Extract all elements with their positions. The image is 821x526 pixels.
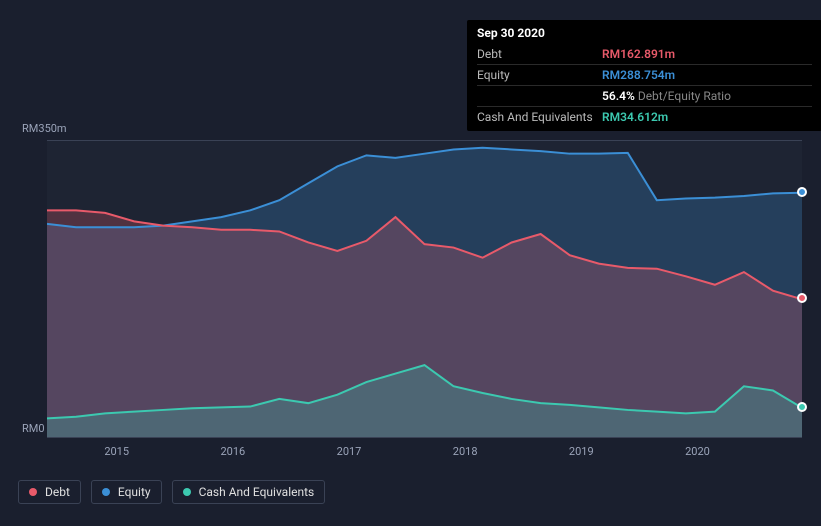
chart-svg bbox=[47, 141, 802, 437]
chart-container: Sep 30 2020 DebtRM162.891mEquityRM288.75… bbox=[0, 0, 821, 526]
legend-label: Debt bbox=[45, 485, 70, 499]
marker-equity bbox=[797, 187, 807, 197]
legend-label: Cash And Equivalents bbox=[199, 485, 315, 499]
legend-label: Equity bbox=[118, 485, 151, 499]
chart-plot-area bbox=[47, 140, 802, 438]
legend-swatch bbox=[29, 488, 37, 496]
tooltip-key bbox=[477, 89, 602, 103]
tooltip-row: Cash And EquivalentsRM34.612m bbox=[477, 106, 812, 127]
chart-legend: Debt Equity Cash And Equivalents bbox=[18, 480, 325, 504]
tooltip-value: RM34.612m bbox=[602, 110, 668, 124]
x-tick: 2020 bbox=[685, 445, 710, 458]
tooltip-key: Equity bbox=[477, 68, 602, 82]
legend-item-debt[interactable]: Debt bbox=[18, 480, 81, 504]
chart-tooltip: Sep 30 2020 DebtRM162.891mEquityRM288.75… bbox=[467, 20, 821, 131]
tooltip-key: Debt bbox=[477, 47, 602, 61]
tooltip-value: RM162.891m bbox=[602, 47, 675, 61]
tooltip-value: RM288.754m bbox=[602, 68, 675, 82]
tooltip-row: 56.4% Debt/Equity Ratio bbox=[477, 85, 812, 106]
tooltip-suffix: Debt/Equity Ratio bbox=[635, 89, 731, 103]
y-axis-min: RM0 bbox=[22, 422, 45, 435]
x-tick: 2015 bbox=[104, 445, 129, 458]
tooltip-date: Sep 30 2020 bbox=[477, 26, 812, 44]
legend-item-cash[interactable]: Cash And Equivalents bbox=[172, 480, 326, 504]
tooltip-row: EquityRM288.754m bbox=[477, 64, 812, 85]
x-tick: 2019 bbox=[569, 445, 594, 458]
tooltip-value: 56.4% Debt/Equity Ratio bbox=[602, 89, 731, 103]
legend-swatch bbox=[183, 488, 191, 496]
x-tick: 2017 bbox=[337, 445, 362, 458]
marker-debt bbox=[797, 293, 807, 303]
y-axis-max: RM350m bbox=[22, 122, 67, 135]
marker-cash bbox=[797, 402, 807, 412]
tooltip-row: DebtRM162.891m bbox=[477, 44, 812, 64]
tooltip-key: Cash And Equivalents bbox=[477, 110, 602, 124]
legend-swatch bbox=[102, 488, 110, 496]
x-tick: 2016 bbox=[220, 445, 245, 458]
x-tick: 2018 bbox=[453, 445, 478, 458]
legend-item-equity[interactable]: Equity bbox=[91, 480, 162, 504]
tooltip-rows: DebtRM162.891mEquityRM288.754m56.4% Debt… bbox=[477, 44, 812, 127]
